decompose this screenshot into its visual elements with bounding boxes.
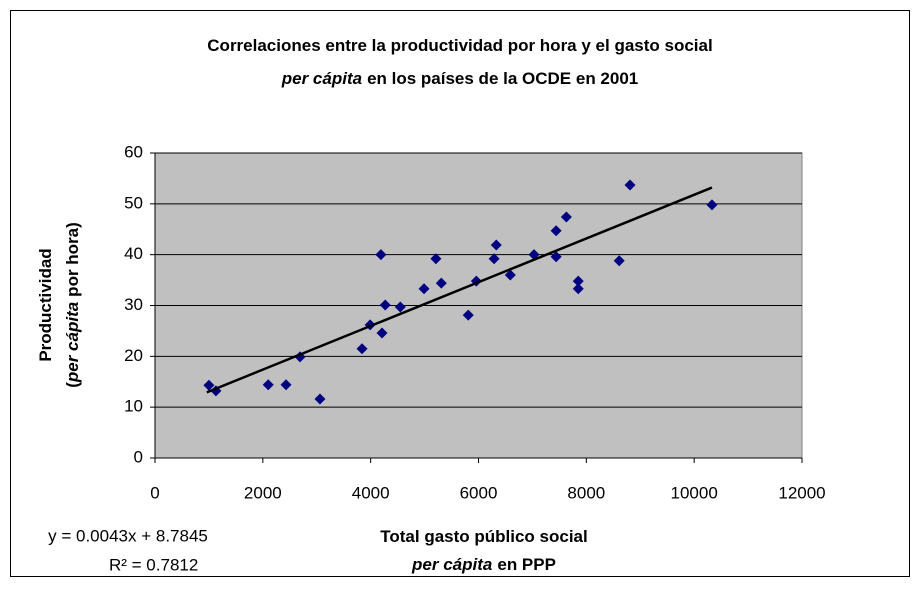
data-point <box>706 199 718 211</box>
data-point <box>550 225 562 237</box>
y-tick-label: 30 <box>124 295 143 314</box>
y-tick-label: 50 <box>124 193 143 212</box>
data-point <box>203 379 215 391</box>
data-point <box>462 309 474 321</box>
y-axis-label-part: por hora) <box>63 222 82 297</box>
chart-title: per cápita en los países de la OCDE en 20… <box>281 69 639 88</box>
x-tick-label: 10000 <box>671 483 718 502</box>
data-point <box>418 283 430 295</box>
trendline <box>206 186 713 394</box>
x-axis-label: per cápita en PPP <box>411 555 556 574</box>
x-tick-label: 4000 <box>352 483 390 502</box>
y-tick-label: 10 <box>124 397 143 416</box>
y-axis-label: (per cápita por hora) <box>63 222 82 388</box>
data-point <box>394 301 406 313</box>
y-tick-label: 40 <box>124 244 143 263</box>
trendline-equation: y = 0.0043x + 8.7845 <box>48 526 208 545</box>
data-point <box>572 283 584 295</box>
data-point <box>613 255 625 267</box>
y-axis-label-part: Productividad <box>36 248 55 361</box>
data-point <box>504 269 516 281</box>
x-tick-label: 2000 <box>244 483 282 502</box>
x-tick-label: 8000 <box>567 483 605 502</box>
y-axis-label-part: per cápita <box>63 302 82 383</box>
x-axis-label-part: en PPP <box>497 555 556 574</box>
x-tick-label: 0 <box>150 483 159 502</box>
x-axis-label-part: Total gasto público social <box>380 527 588 546</box>
data-point <box>490 239 502 251</box>
chart-title: Correlaciones entre la productividad por… <box>207 36 712 55</box>
trendline-r2: R² = 0.7812 <box>109 555 198 574</box>
data-point <box>572 275 584 287</box>
data-point <box>280 379 292 391</box>
data-point <box>488 253 500 265</box>
data-point <box>356 343 368 355</box>
data-point <box>430 253 442 265</box>
data-point <box>550 251 562 263</box>
y-tick-label: 0 <box>134 447 143 466</box>
data-point <box>262 379 274 391</box>
chart-title-part: en los países de la OCDE en 2001 <box>367 69 638 88</box>
data-point <box>376 327 388 339</box>
x-tick-label: 6000 <box>460 483 498 502</box>
chart-title-part: per cápita <box>281 69 362 88</box>
y-axis-label: Productividad <box>36 248 55 361</box>
data-point <box>624 179 636 191</box>
y-axis-label-part: ( <box>63 382 82 388</box>
y-tick-label: 60 <box>124 142 143 161</box>
data-point <box>375 249 387 261</box>
x-axis-label: Total gasto público social <box>380 527 588 546</box>
x-axis-label-part: per cápita <box>411 555 492 574</box>
chart-title-part: Correlaciones entre la productividad por… <box>207 36 712 55</box>
data-point <box>314 393 326 405</box>
data-point <box>560 211 572 223</box>
data-point <box>379 299 391 311</box>
data-point <box>435 277 447 289</box>
y-tick-label: 20 <box>124 346 143 365</box>
x-tick-label: 12000 <box>778 483 825 502</box>
